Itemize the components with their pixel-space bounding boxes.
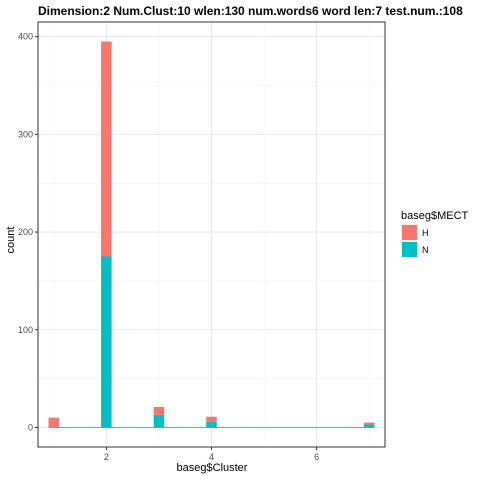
x-tick-label: 4 — [209, 452, 214, 462]
x-axis-title: baseg$Cluster — [177, 462, 248, 474]
bar-n-x7 — [363, 424, 375, 428]
legend-title: baseg$MECT — [401, 210, 469, 222]
axes: 0 100 200 300 400 2 4 6 — [18, 21, 386, 462]
bar-h-x1 — [48, 417, 60, 428]
bar-h-x7 — [363, 422, 375, 425]
x-tick-label: 6 — [314, 452, 319, 462]
y-tick-label: 0 — [28, 422, 33, 432]
bar-h-x2 — [101, 41, 112, 257]
legend-key-h — [402, 225, 417, 240]
y-tick-label: 400 — [18, 32, 33, 42]
legend-key-n — [402, 242, 417, 257]
y-tick-label: 100 — [18, 325, 33, 335]
chart-title: Dimension:2 Num.Clust:10 wlen:130 num.wo… — [38, 4, 463, 18]
bar-n-x2 — [101, 256, 112, 428]
bar-n-x3 — [153, 414, 165, 428]
y-tick-label: 300 — [18, 129, 33, 139]
legend-label-n: N — [422, 245, 429, 255]
bar-n-x4 — [206, 421, 217, 428]
bars — [48, 41, 375, 428]
x-tick-label: 2 — [104, 452, 109, 462]
y-axis-title: count — [5, 227, 17, 254]
legend-label-h: H — [422, 228, 429, 238]
legend: baseg$MECT HN — [401, 210, 469, 258]
y-tick-label: 200 — [18, 227, 33, 237]
bar-h-x3 — [153, 406, 165, 415]
bar-h-x4 — [206, 416, 217, 422]
